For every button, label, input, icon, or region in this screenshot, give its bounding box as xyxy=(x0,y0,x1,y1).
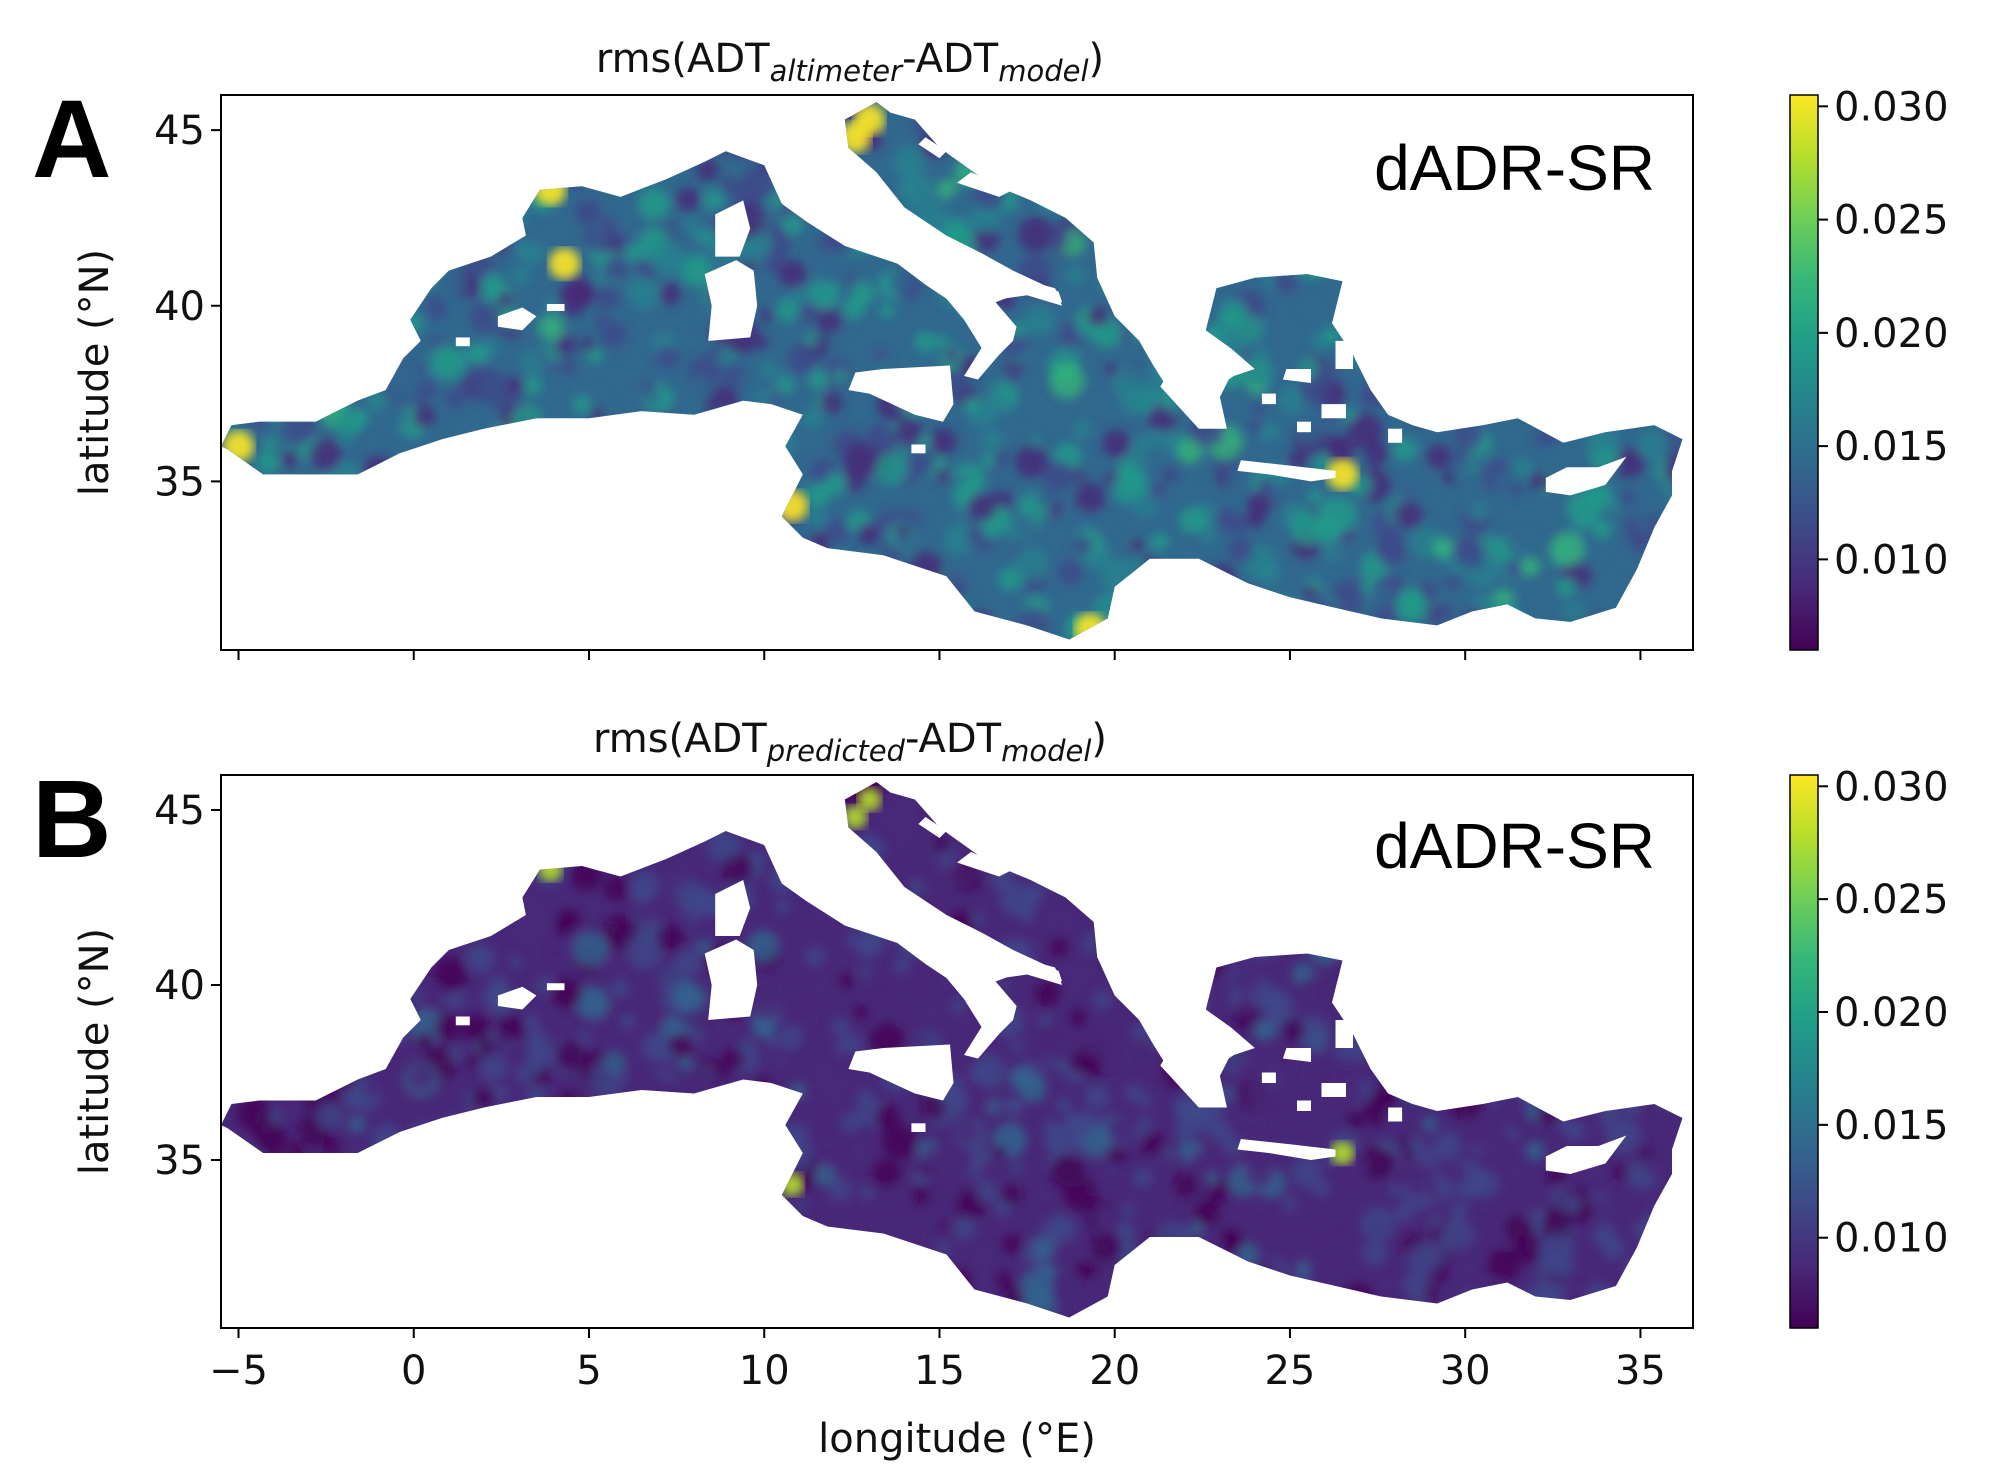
x-tick-label: 35 xyxy=(1615,1348,1666,1394)
colorbar xyxy=(1789,774,1819,1329)
y-tick-label: 45 xyxy=(154,108,205,154)
panel-letter: A xyxy=(32,78,111,201)
y-tick-label: 35 xyxy=(154,1138,205,1184)
colorbar xyxy=(1789,94,1819,651)
panel-title: rms(ADTaltimeter-ADTmodel) xyxy=(596,36,1104,88)
x-tick-label: 25 xyxy=(1264,1348,1315,1394)
model-annotation: dADR-SR xyxy=(1374,132,1655,204)
colorbar-tick-label: 0.020 xyxy=(1834,311,1949,357)
y-tick-label: 40 xyxy=(154,963,205,1009)
x-tick-label: 10 xyxy=(739,1348,790,1394)
y-tick-label: 35 xyxy=(154,459,205,505)
x-tick-label: 20 xyxy=(1089,1348,1140,1394)
x-tick-label: 15 xyxy=(914,1348,965,1394)
colorbar-tick-label: 0.030 xyxy=(1834,764,1949,810)
x-tick-label: 30 xyxy=(1440,1348,1491,1394)
colorbar-tick-label: 0.015 xyxy=(1834,1103,1949,1149)
colorbar-tick-label: 0.010 xyxy=(1834,1216,1949,1262)
y-tick-label: 45 xyxy=(154,788,205,834)
x-tick-label: 0 xyxy=(401,1348,426,1394)
x-tick-label: −5 xyxy=(209,1348,268,1394)
colorbar-tick-label: 0.020 xyxy=(1834,990,1949,1036)
axes-frame xyxy=(220,774,1694,1329)
colorbar-tick-label: 0.010 xyxy=(1834,537,1949,583)
colorbar-tick-label: 0.015 xyxy=(1834,424,1949,470)
y-axis-label: latitude (°N) xyxy=(72,249,118,496)
colorbar-tick-label: 0.025 xyxy=(1834,877,1949,923)
colorbar-tick-label: 0.030 xyxy=(1834,84,1949,130)
y-tick-label: 40 xyxy=(154,284,205,330)
x-tick-label: 5 xyxy=(576,1348,601,1394)
panel-title: rms(ADTpredicted-ADTmodel) xyxy=(593,716,1107,768)
panel-letter: B xyxy=(32,758,111,881)
y-axis-label: latitude (°N) xyxy=(72,928,118,1175)
axes-frame xyxy=(220,94,1694,651)
model-annotation: dADR-SR xyxy=(1374,810,1655,882)
colorbar-tick-label: 0.025 xyxy=(1834,198,1949,244)
x-axis-label: longitude (°E) xyxy=(818,1416,1096,1462)
